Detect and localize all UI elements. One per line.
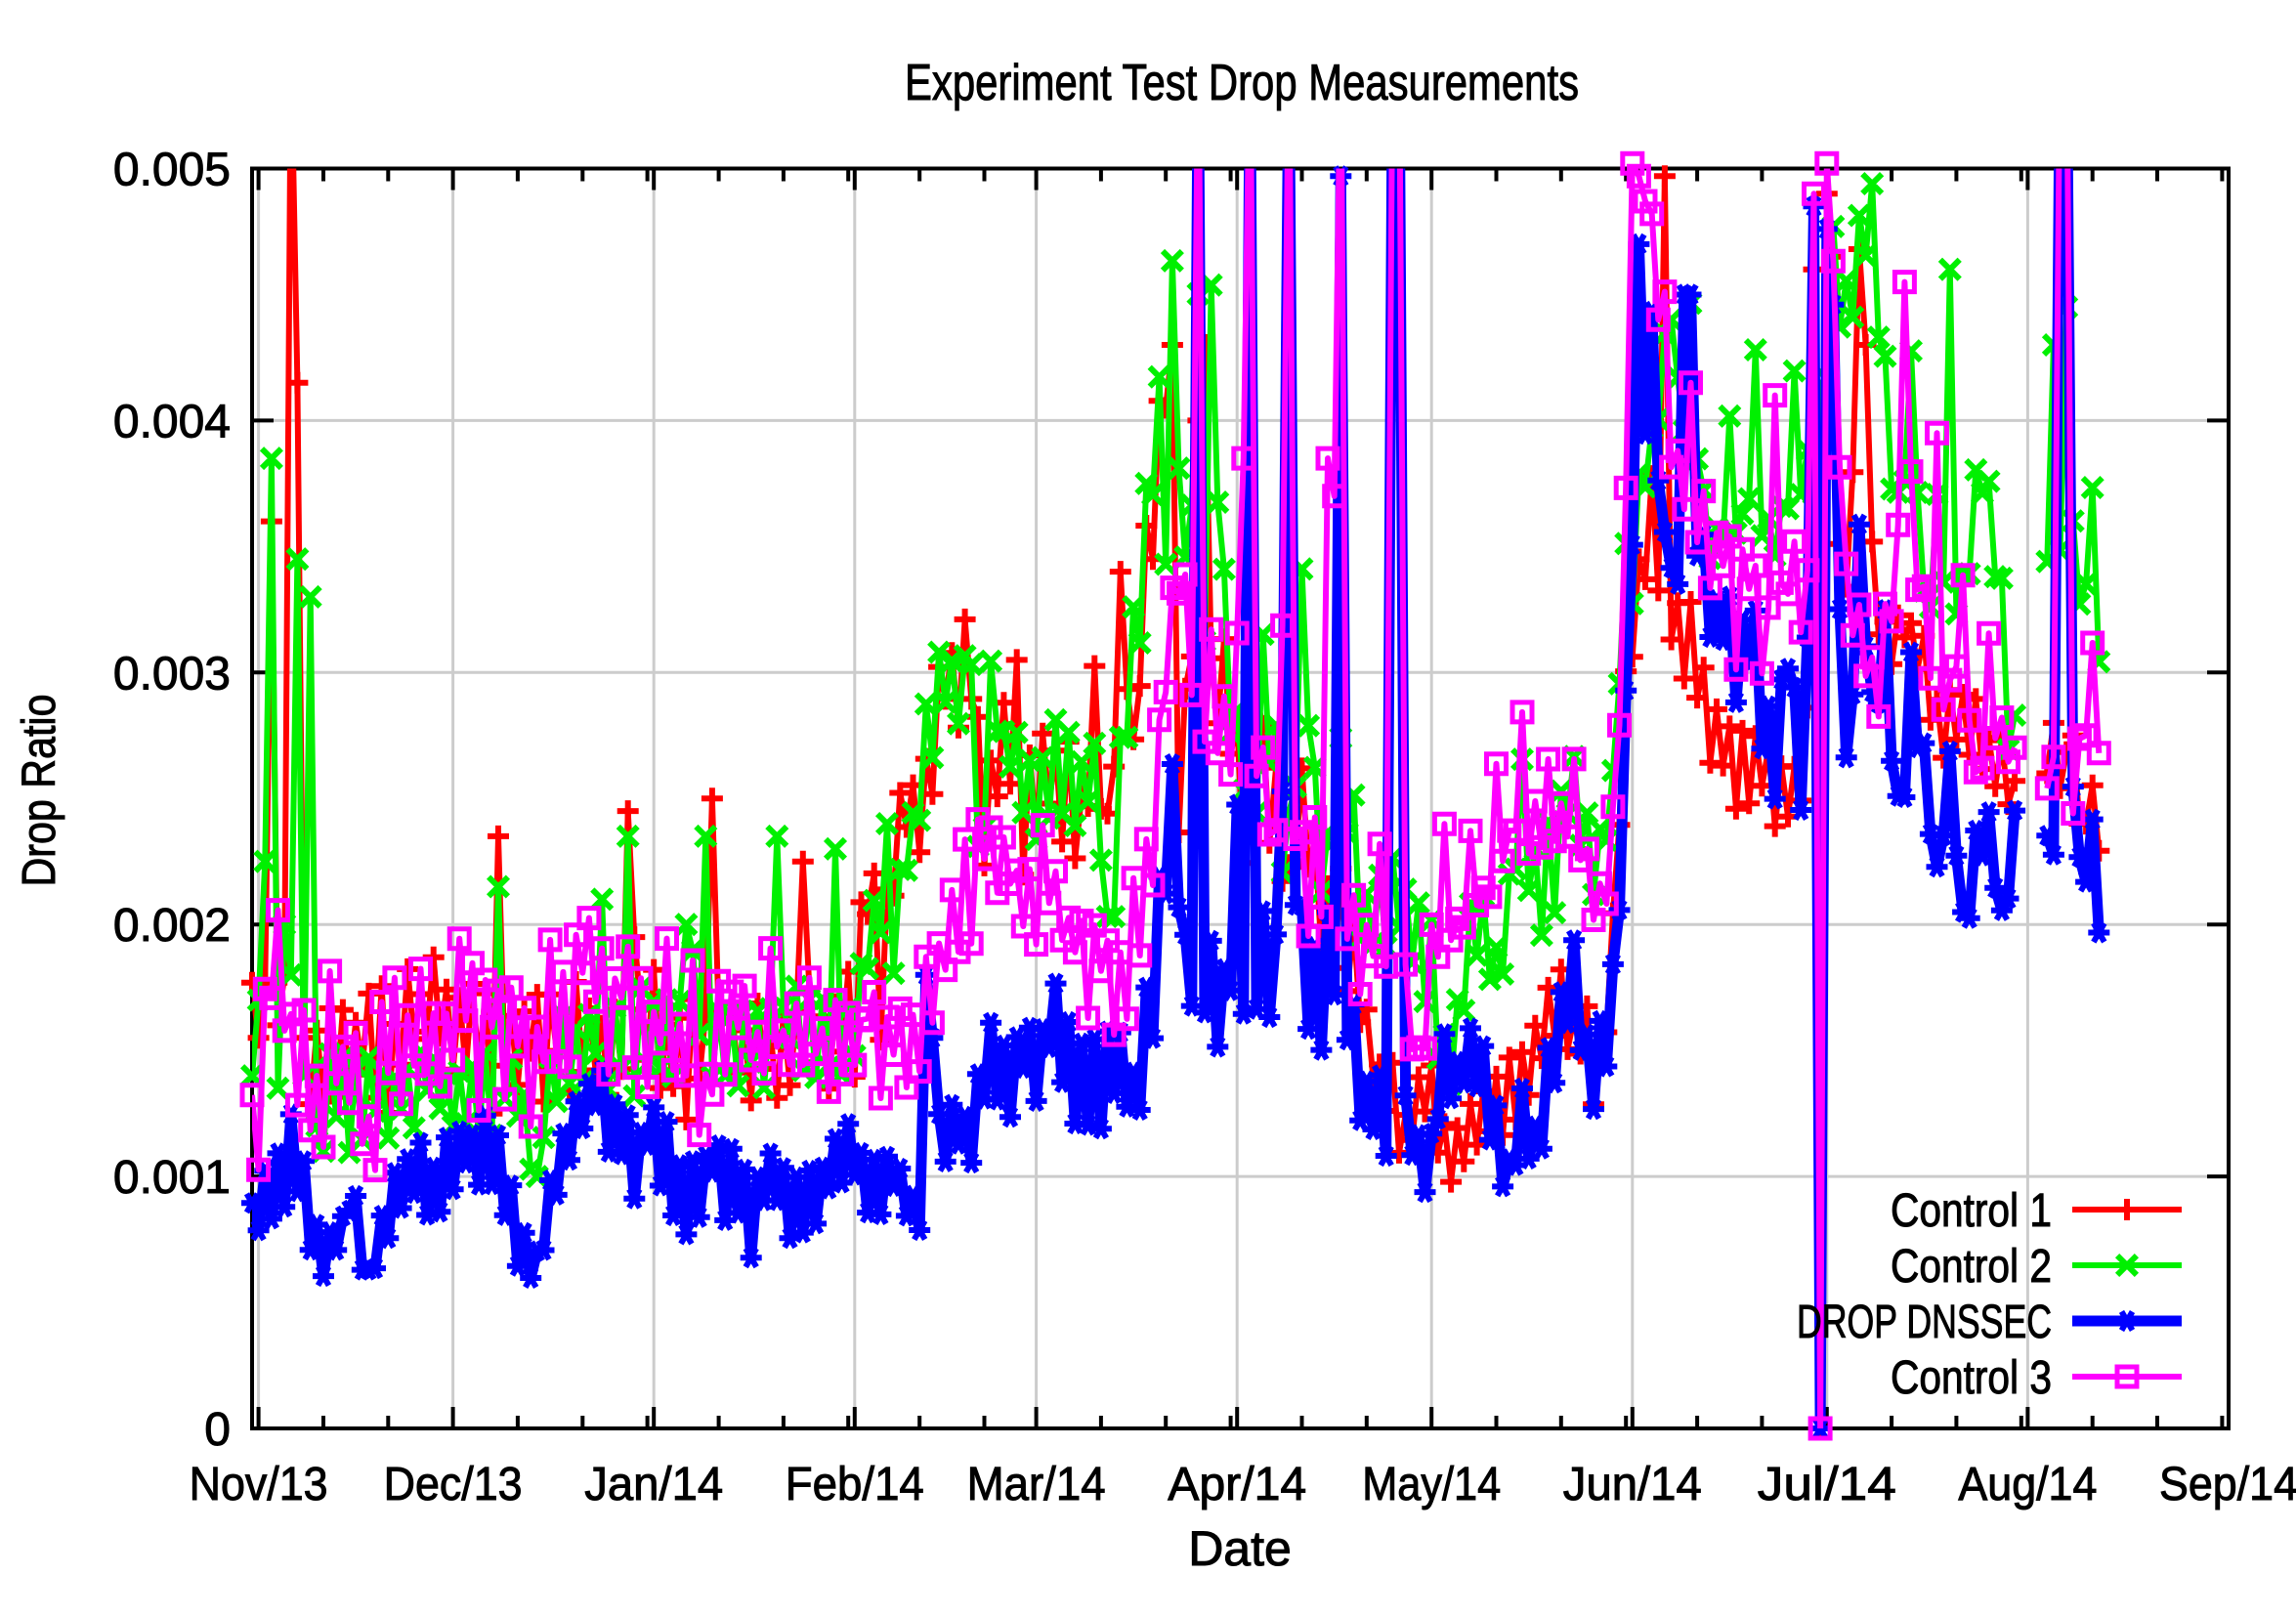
svg-text:Drop Ratio: Drop Ratio (14, 695, 65, 887)
svg-text:0.005: 0.005 (113, 145, 231, 196)
svg-text:May/14: May/14 (1362, 1459, 1501, 1511)
svg-text:Control 1: Control 1 (1891, 1185, 2052, 1237)
svg-text:Apr/14: Apr/14 (1168, 1459, 1306, 1511)
svg-text:Date: Date (1188, 1521, 1292, 1576)
svg-text:Jul/14: Jul/14 (1758, 1459, 1896, 1511)
svg-text:Mar/14: Mar/14 (967, 1459, 1106, 1511)
svg-text:Dec/13: Dec/13 (384, 1459, 523, 1511)
svg-text:0.001: 0.001 (113, 1152, 231, 1204)
svg-text:0: 0 (204, 1404, 231, 1456)
svg-text:Aug/14: Aug/14 (1958, 1459, 2097, 1511)
svg-text:Jun/14: Jun/14 (1563, 1459, 1702, 1511)
svg-text:Jan/14: Jan/14 (584, 1459, 723, 1511)
svg-text:Sep/14: Sep/14 (2159, 1459, 2296, 1511)
svg-text:0.002: 0.002 (113, 900, 231, 952)
svg-text:Feb/14: Feb/14 (786, 1459, 924, 1511)
svg-text:Nov/13: Nov/13 (190, 1459, 328, 1511)
svg-text:0.003: 0.003 (113, 648, 231, 700)
svg-text:Control 3: Control 3 (1891, 1352, 2052, 1404)
svg-text:Experiment Test Drop Measureme: Experiment Test Drop Measurements (905, 55, 1579, 111)
svg-text:Control 2: Control 2 (1891, 1241, 2052, 1293)
svg-text:DROP DNSSEC: DROP DNSSEC (1797, 1297, 2052, 1348)
svg-text:0.004: 0.004 (113, 396, 231, 447)
